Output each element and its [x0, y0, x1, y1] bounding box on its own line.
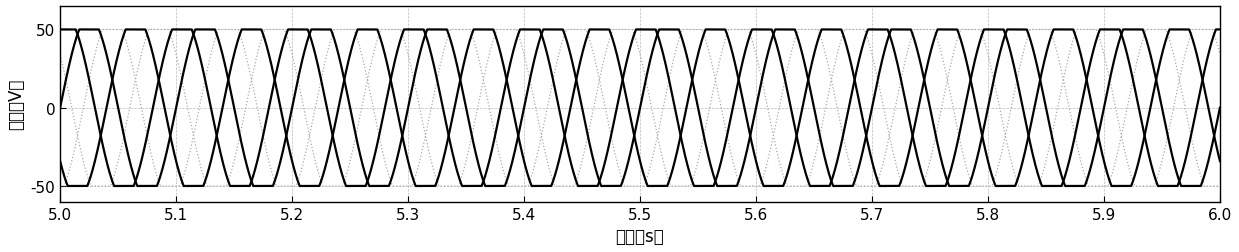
- Y-axis label: 电压（V）: 电压（V）: [7, 79, 25, 130]
- X-axis label: 时间（s）: 时间（s）: [616, 227, 664, 245]
